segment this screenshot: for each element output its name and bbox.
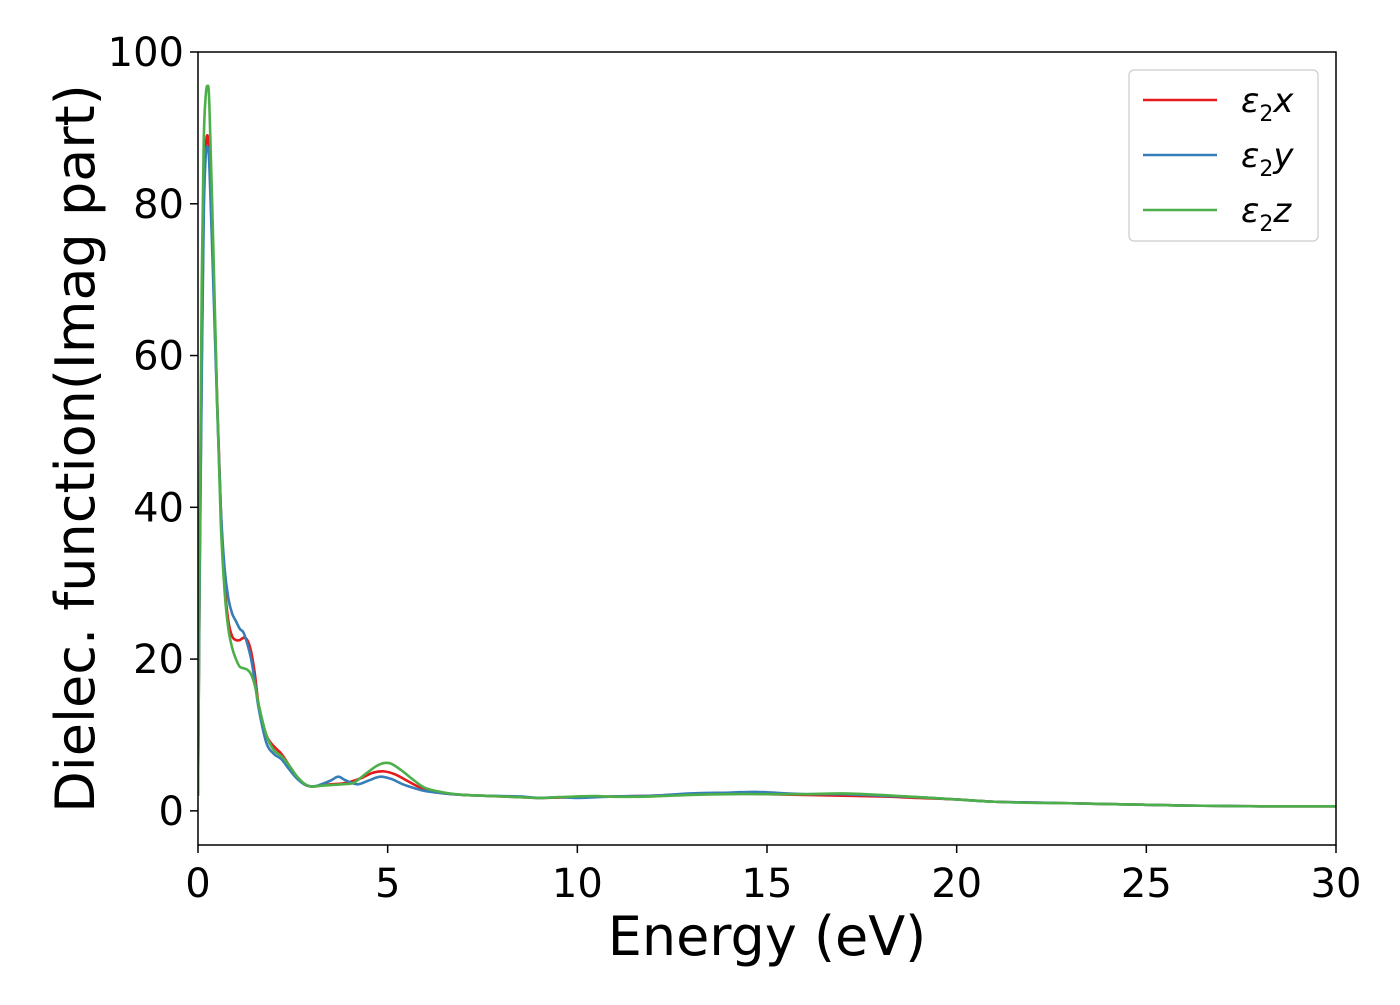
x-tick-label: 20 [931, 861, 982, 907]
legend-label-main: ε [1241, 81, 1259, 121]
legend-label: ε2z [1241, 191, 1292, 237]
x-tick-label: 0 [185, 861, 210, 907]
x-tick-label: 30 [1311, 861, 1362, 907]
series-line-z [198, 84, 1336, 808]
legend-label-sub: 2 [1259, 102, 1273, 127]
legend-label: ε2x [1241, 81, 1294, 127]
series-line-y [198, 145, 1336, 808]
y-tick-label: 20 [133, 637, 184, 683]
legend-label-tail: y [1272, 136, 1294, 176]
legend-item-x: ε2x [1143, 81, 1294, 127]
y-tick-label: 40 [133, 485, 184, 531]
x-axis: 0 5 10 15 20 25 30 [185, 845, 1361, 907]
legend-item-z: ε2z [1143, 191, 1292, 237]
legend-label-main: ε [1241, 191, 1259, 231]
legend-label-tail: z [1272, 191, 1292, 231]
y-axis-title: Dielec. function(Imag part) [44, 84, 107, 813]
x-axis-title: Energy (eV) [608, 905, 927, 968]
y-tick-label: 100 [108, 30, 184, 76]
y-axis: 0 20 40 60 80 100 [108, 30, 198, 835]
legend-item-y: ε2y [1143, 136, 1294, 182]
y-tick-label: 80 [133, 182, 184, 228]
legend-label: ε2y [1241, 136, 1294, 182]
x-tick-label: 5 [375, 861, 400, 907]
x-tick-label: 15 [742, 861, 793, 907]
y-tick-label: 60 [133, 334, 184, 380]
x-tick-label: 10 [552, 861, 603, 907]
legend-box [1128, 69, 1319, 242]
legend-label-sub: 2 [1259, 212, 1273, 237]
legend-label-main: ε [1241, 136, 1259, 176]
y-tick-label: 0 [159, 789, 184, 835]
x-tick-label: 25 [1121, 861, 1172, 907]
legend-label-tail: x [1272, 81, 1294, 121]
legend-label-sub: 2 [1259, 157, 1273, 182]
series-lines [198, 84, 1336, 808]
